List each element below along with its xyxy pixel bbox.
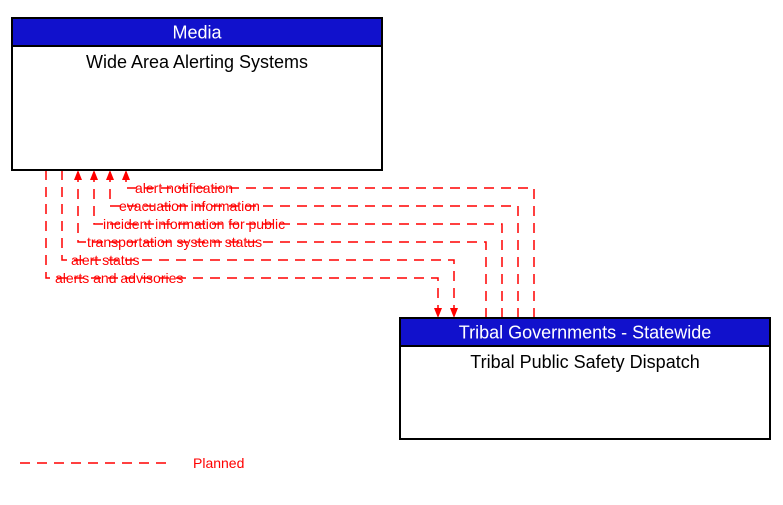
flow-label: alert notification: [135, 180, 233, 196]
flow-label: incident information for public: [103, 216, 285, 232]
flow-label: transportation system status: [87, 234, 262, 250]
node-body-text: Tribal Public Safety Dispatch: [470, 352, 699, 372]
flow-label: alert status: [71, 252, 139, 268]
node-tribal: Tribal Governments - Statewide Tribal Pub…: [400, 318, 770, 439]
node-media: Media Wide Area Alerting Systems: [12, 18, 382, 170]
node-header-text: Tribal Governments - Statewide: [459, 322, 711, 342]
node-body-text: Wide Area Alerting Systems: [86, 52, 308, 72]
flow-label: evacuation information: [119, 198, 260, 214]
node-header-text: Media: [172, 22, 222, 42]
legend: Planned: [20, 455, 244, 471]
flow-label: alerts and advisories: [55, 270, 183, 286]
legend-label: Planned: [193, 455, 244, 471]
